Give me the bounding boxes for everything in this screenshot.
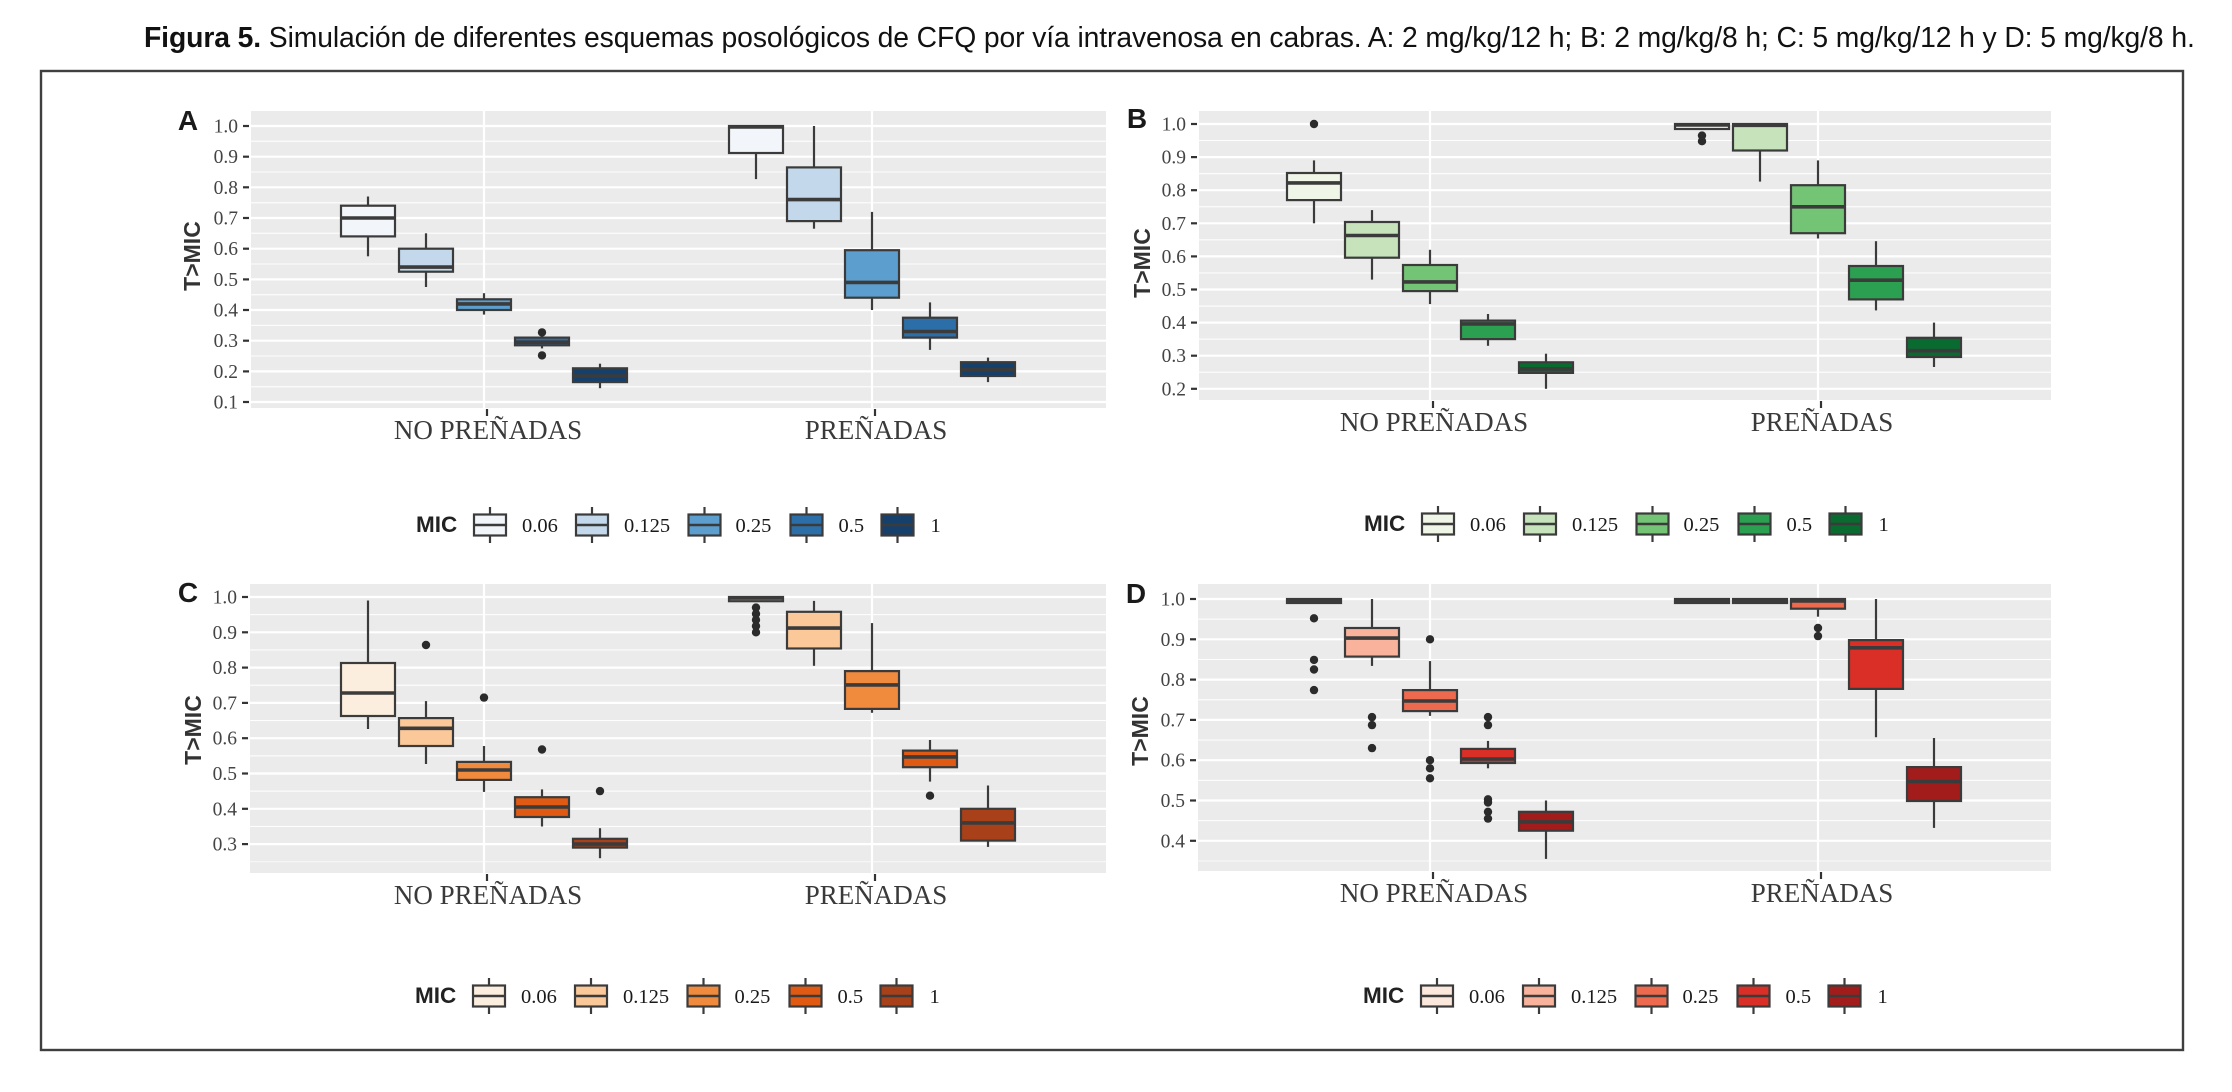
svg-text:NO PREÑADAS: NO PREÑADAS bbox=[1340, 407, 1528, 437]
svg-text:1: 1 bbox=[1878, 986, 1888, 1008]
svg-text:0.1: 0.1 bbox=[214, 393, 238, 414]
svg-text:0.5: 0.5 bbox=[839, 515, 865, 537]
svg-text:B: B bbox=[1127, 103, 1147, 134]
svg-text:0.125: 0.125 bbox=[623, 986, 669, 1008]
svg-text:0.2: 0.2 bbox=[214, 362, 238, 383]
svg-text:0.06: 0.06 bbox=[522, 515, 558, 537]
svg-text:0.125: 0.125 bbox=[1571, 986, 1617, 1008]
svg-text:PREÑADAS: PREÑADAS bbox=[805, 880, 948, 910]
svg-text:0.7: 0.7 bbox=[214, 209, 239, 230]
svg-text:0.7: 0.7 bbox=[213, 693, 238, 714]
svg-text:0.125: 0.125 bbox=[624, 515, 670, 537]
svg-text:0.6: 0.6 bbox=[214, 239, 239, 260]
svg-text:1.0: 1.0 bbox=[213, 588, 237, 609]
svg-text:0.5: 0.5 bbox=[838, 986, 864, 1008]
svg-text:NO PREÑADAS: NO PREÑADAS bbox=[1340, 878, 1528, 908]
svg-text:T>MIC: T>MIC bbox=[179, 221, 205, 291]
svg-text:D: D bbox=[1126, 578, 1146, 609]
svg-text:MIC: MIC bbox=[1364, 511, 1405, 536]
svg-text:0.9: 0.9 bbox=[1162, 148, 1186, 169]
svg-text:T>MIC: T>MIC bbox=[180, 695, 206, 765]
svg-text:0.25: 0.25 bbox=[1683, 986, 1719, 1008]
svg-text:1.0: 1.0 bbox=[1161, 590, 1185, 611]
svg-text:0.9: 0.9 bbox=[213, 623, 237, 644]
svg-text:0.25: 0.25 bbox=[735, 986, 771, 1008]
svg-text:1: 1 bbox=[930, 986, 940, 1008]
svg-text:1.0: 1.0 bbox=[1162, 115, 1186, 136]
svg-text:PREÑADAS: PREÑADAS bbox=[805, 415, 948, 445]
svg-text:C: C bbox=[178, 577, 198, 608]
svg-text:0.3: 0.3 bbox=[1162, 346, 1186, 367]
svg-text:0.9: 0.9 bbox=[1161, 630, 1185, 651]
svg-text:1: 1 bbox=[931, 515, 941, 537]
svg-text:0.4: 0.4 bbox=[214, 301, 239, 322]
svg-text:0.5: 0.5 bbox=[1787, 514, 1813, 536]
svg-text:MIC: MIC bbox=[415, 983, 456, 1008]
svg-text:Figura 5. Simulación de difere: Figura 5. Simulación de diferentes esque… bbox=[144, 21, 2195, 53]
svg-text:0.06: 0.06 bbox=[1469, 986, 1505, 1008]
svg-text:0.7: 0.7 bbox=[1161, 710, 1186, 731]
svg-text:0.7: 0.7 bbox=[1162, 214, 1187, 235]
svg-text:0.8: 0.8 bbox=[213, 658, 237, 679]
svg-text:1.0: 1.0 bbox=[214, 117, 238, 138]
svg-text:0.8: 0.8 bbox=[214, 178, 238, 199]
svg-text:0.8: 0.8 bbox=[1162, 181, 1186, 202]
svg-text:A: A bbox=[178, 105, 198, 136]
svg-text:0.25: 0.25 bbox=[736, 515, 772, 537]
svg-text:PREÑADAS: PREÑADAS bbox=[1751, 407, 1894, 437]
svg-text:PREÑADAS: PREÑADAS bbox=[1751, 878, 1894, 908]
svg-text:T>MIC: T>MIC bbox=[1127, 696, 1153, 766]
svg-text:0.2: 0.2 bbox=[1162, 379, 1186, 400]
svg-text:1: 1 bbox=[1879, 514, 1889, 536]
svg-text:0.8: 0.8 bbox=[1161, 670, 1185, 691]
svg-text:0.25: 0.25 bbox=[1684, 514, 1720, 536]
svg-text:0.4: 0.4 bbox=[1162, 313, 1187, 334]
svg-text:0.6: 0.6 bbox=[1161, 751, 1186, 772]
svg-text:NO PREÑADAS: NO PREÑADAS bbox=[394, 415, 582, 445]
svg-text:MIC: MIC bbox=[1363, 983, 1404, 1008]
svg-text:NO PREÑADAS: NO PREÑADAS bbox=[394, 880, 582, 910]
svg-text:0.3: 0.3 bbox=[213, 835, 237, 856]
svg-text:MIC: MIC bbox=[416, 512, 457, 537]
svg-text:0.4: 0.4 bbox=[213, 799, 238, 820]
svg-text:0.125: 0.125 bbox=[1572, 514, 1618, 536]
svg-text:0.5: 0.5 bbox=[213, 764, 237, 785]
svg-text:0.5: 0.5 bbox=[1161, 791, 1185, 812]
svg-text:0.9: 0.9 bbox=[214, 147, 238, 168]
svg-text:0.4: 0.4 bbox=[1161, 831, 1186, 852]
svg-text:0.06: 0.06 bbox=[521, 986, 557, 1008]
svg-text:0.6: 0.6 bbox=[213, 729, 238, 750]
svg-text:0.5: 0.5 bbox=[214, 270, 238, 291]
svg-text:0.3: 0.3 bbox=[214, 331, 238, 352]
svg-text:0.5: 0.5 bbox=[1786, 986, 1812, 1008]
svg-text:0.6: 0.6 bbox=[1162, 247, 1187, 268]
svg-text:0.5: 0.5 bbox=[1162, 280, 1186, 301]
svg-text:0.06: 0.06 bbox=[1470, 514, 1506, 536]
svg-text:T>MIC: T>MIC bbox=[1129, 228, 1155, 298]
